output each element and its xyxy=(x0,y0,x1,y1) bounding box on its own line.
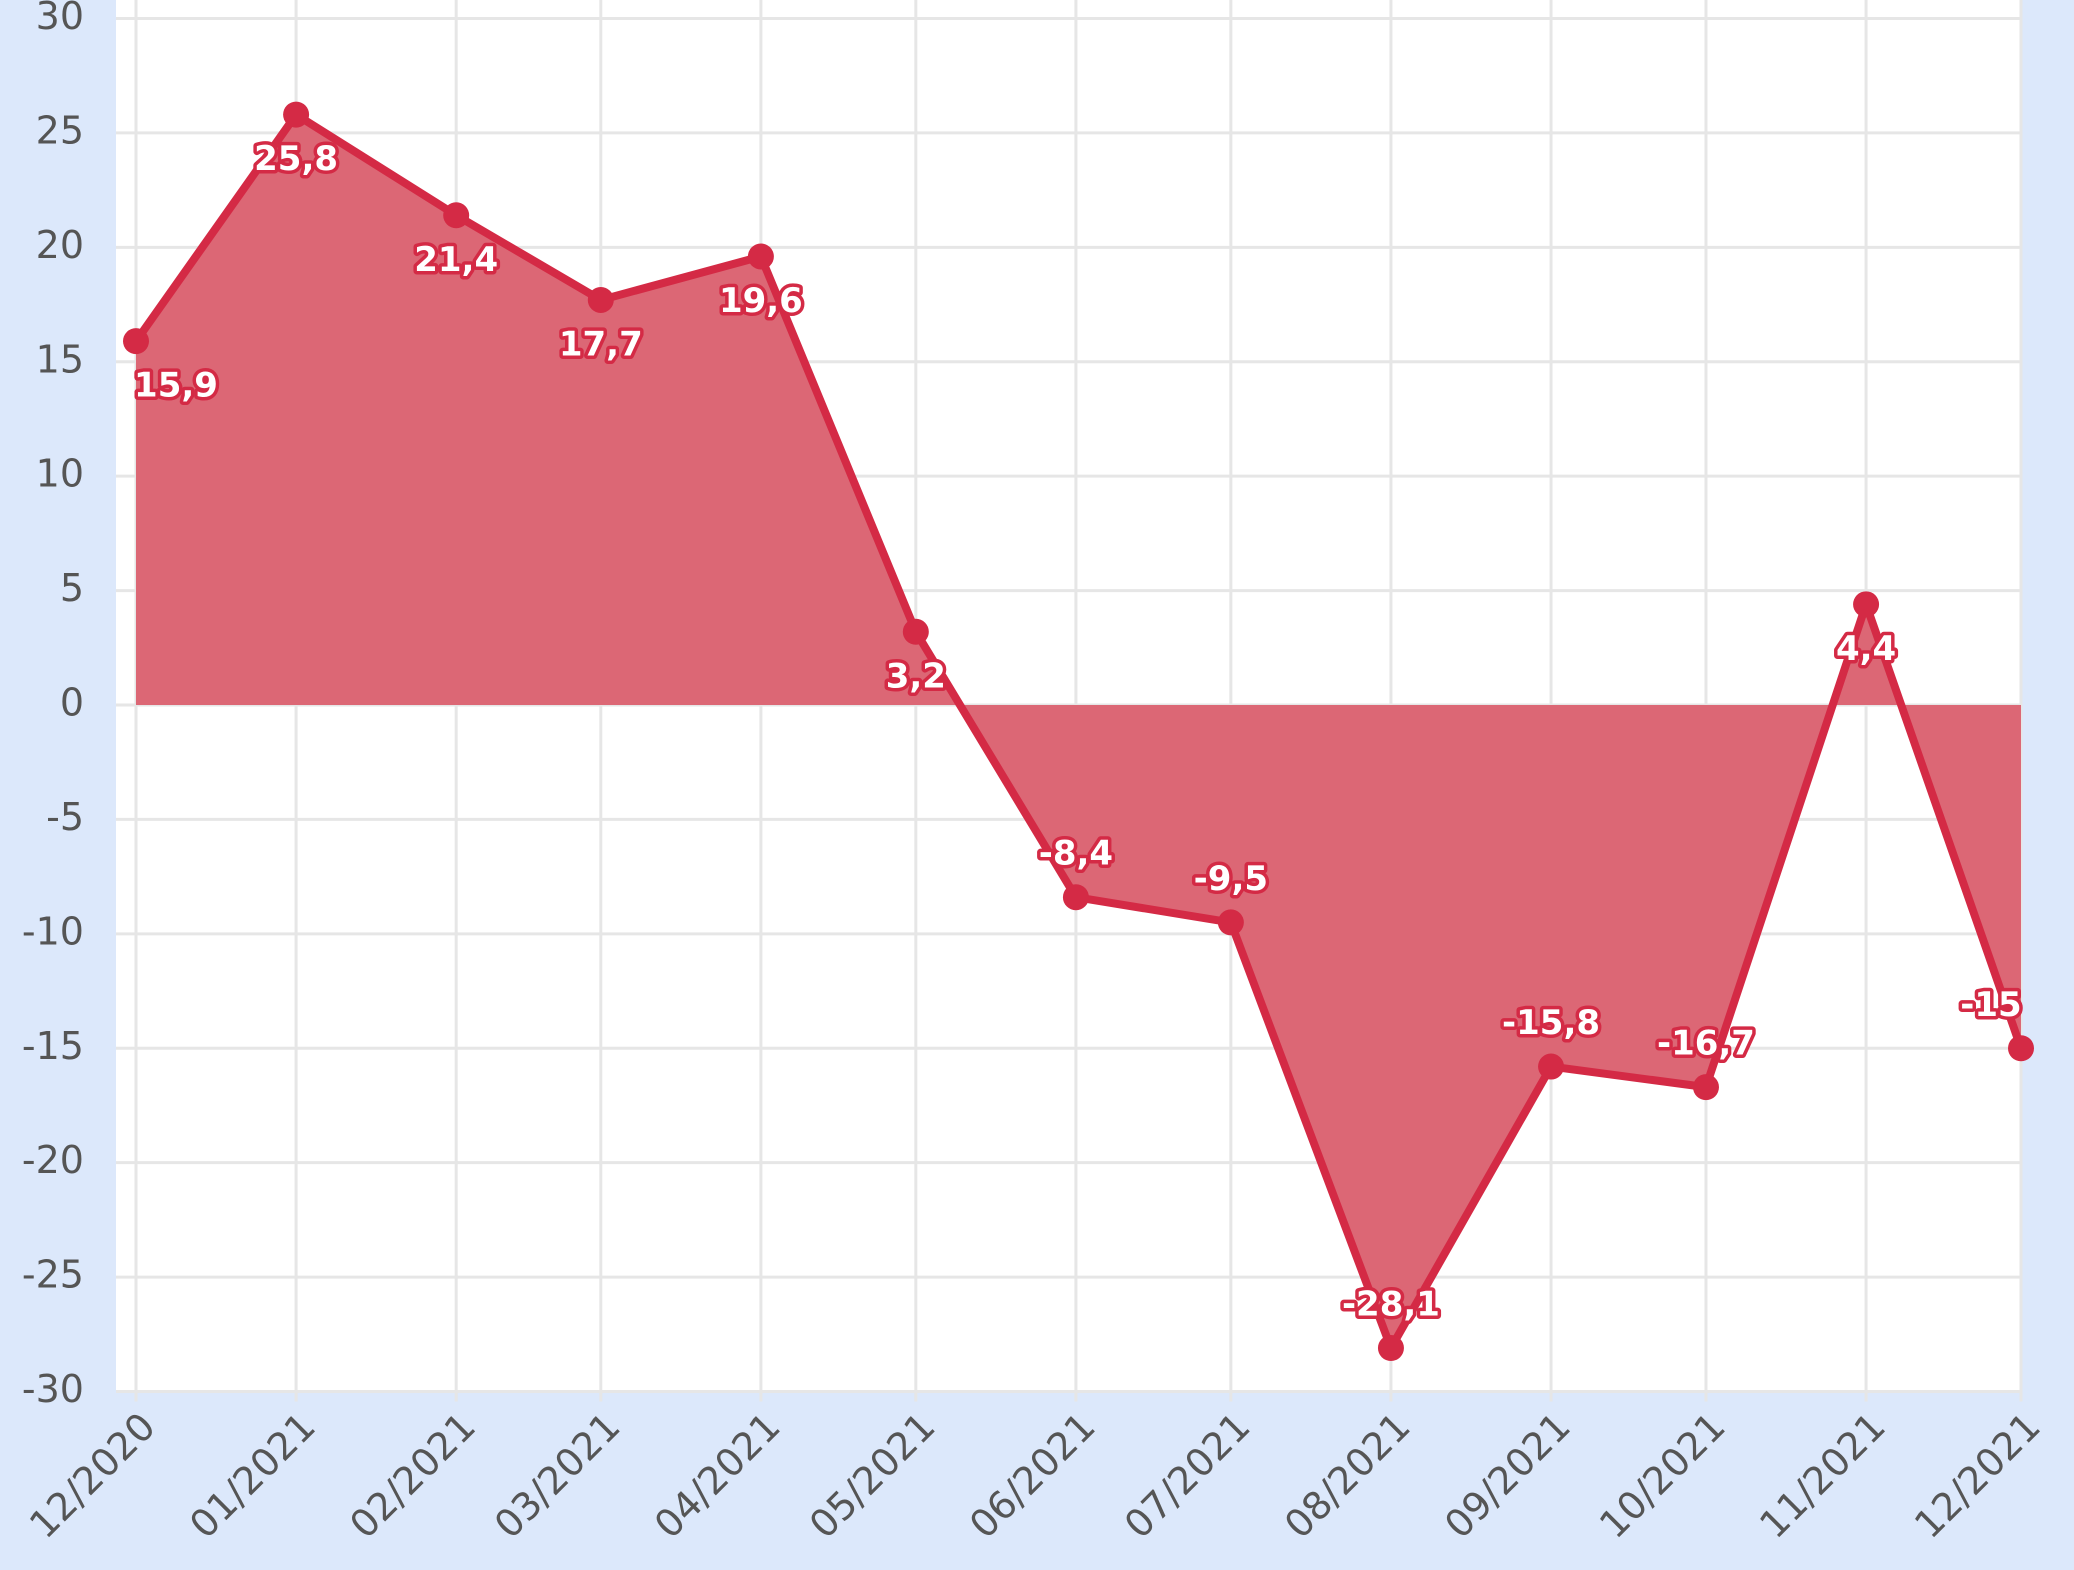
point xyxy=(587,286,614,313)
y-tick-label: 20 xyxy=(36,223,84,267)
value-label: 19,6 xyxy=(719,281,803,321)
y-tick-label: -15 xyxy=(22,1024,84,1068)
y-tick-label: 25 xyxy=(36,108,84,152)
x-tick-label: 11/2021 xyxy=(1751,1404,1894,1547)
y-tick-label: 0 xyxy=(60,681,84,725)
x-tick-label: 01/2021 xyxy=(181,1404,324,1547)
point xyxy=(283,101,310,128)
value-label: 4,4 xyxy=(1836,629,1896,669)
point xyxy=(443,202,470,229)
x-tick-label: 06/2021 xyxy=(961,1404,1104,1547)
point xyxy=(902,618,929,645)
point xyxy=(1377,1335,1404,1362)
point xyxy=(1538,1053,1565,1080)
y-tick-label: 15 xyxy=(36,337,84,381)
y-tick-label: 30 xyxy=(36,0,84,38)
y-tick-label: -20 xyxy=(22,1138,84,1182)
x-tick-label: 03/2021 xyxy=(486,1404,629,1547)
x-tick-label: 12/2021 xyxy=(1906,1404,2049,1547)
x-tick-label: 10/2021 xyxy=(1591,1404,1734,1547)
x-tick-label: 02/2021 xyxy=(341,1404,484,1547)
y-tick-label: -10 xyxy=(22,909,84,953)
x-tick-label: 04/2021 xyxy=(646,1404,789,1547)
value-label: 25,8 xyxy=(254,139,338,179)
y-tick-label: -5 xyxy=(46,795,84,839)
value-label: 17,7 xyxy=(559,324,643,364)
x-tick-label: 12/2020 xyxy=(21,1404,164,1547)
value-label: 15,9 xyxy=(134,366,218,406)
x-tick-label: 08/2021 xyxy=(1276,1404,1419,1547)
x-tick-label: 07/2021 xyxy=(1116,1404,1259,1547)
value-label: -8,4 xyxy=(1039,834,1113,874)
y-tick-label: -30 xyxy=(22,1367,84,1411)
point xyxy=(747,243,774,270)
x-tick-label: 09/2021 xyxy=(1436,1404,1579,1547)
value-label: -28,1 xyxy=(1342,1285,1440,1325)
x-tick-label: 05/2021 xyxy=(801,1404,944,1547)
area xyxy=(136,114,2021,1349)
point xyxy=(1853,591,1880,618)
y-tick-label: -25 xyxy=(22,1253,84,1297)
value-label: -15,8 xyxy=(1502,1003,1600,1043)
y-tick-label: 10 xyxy=(36,452,84,496)
point xyxy=(1692,1074,1719,1101)
point xyxy=(1062,884,1089,911)
value-label: 3,2 xyxy=(886,656,946,696)
y-tick-label: 5 xyxy=(60,566,84,610)
point xyxy=(123,328,149,355)
value-label: -9,5 xyxy=(1194,859,1268,899)
value-label: -16,7 xyxy=(1657,1024,1755,1064)
point xyxy=(2008,1035,2034,1062)
value-label: -15 xyxy=(1960,985,2021,1025)
point xyxy=(1217,909,1244,936)
value-label: 21,4 xyxy=(414,240,498,280)
